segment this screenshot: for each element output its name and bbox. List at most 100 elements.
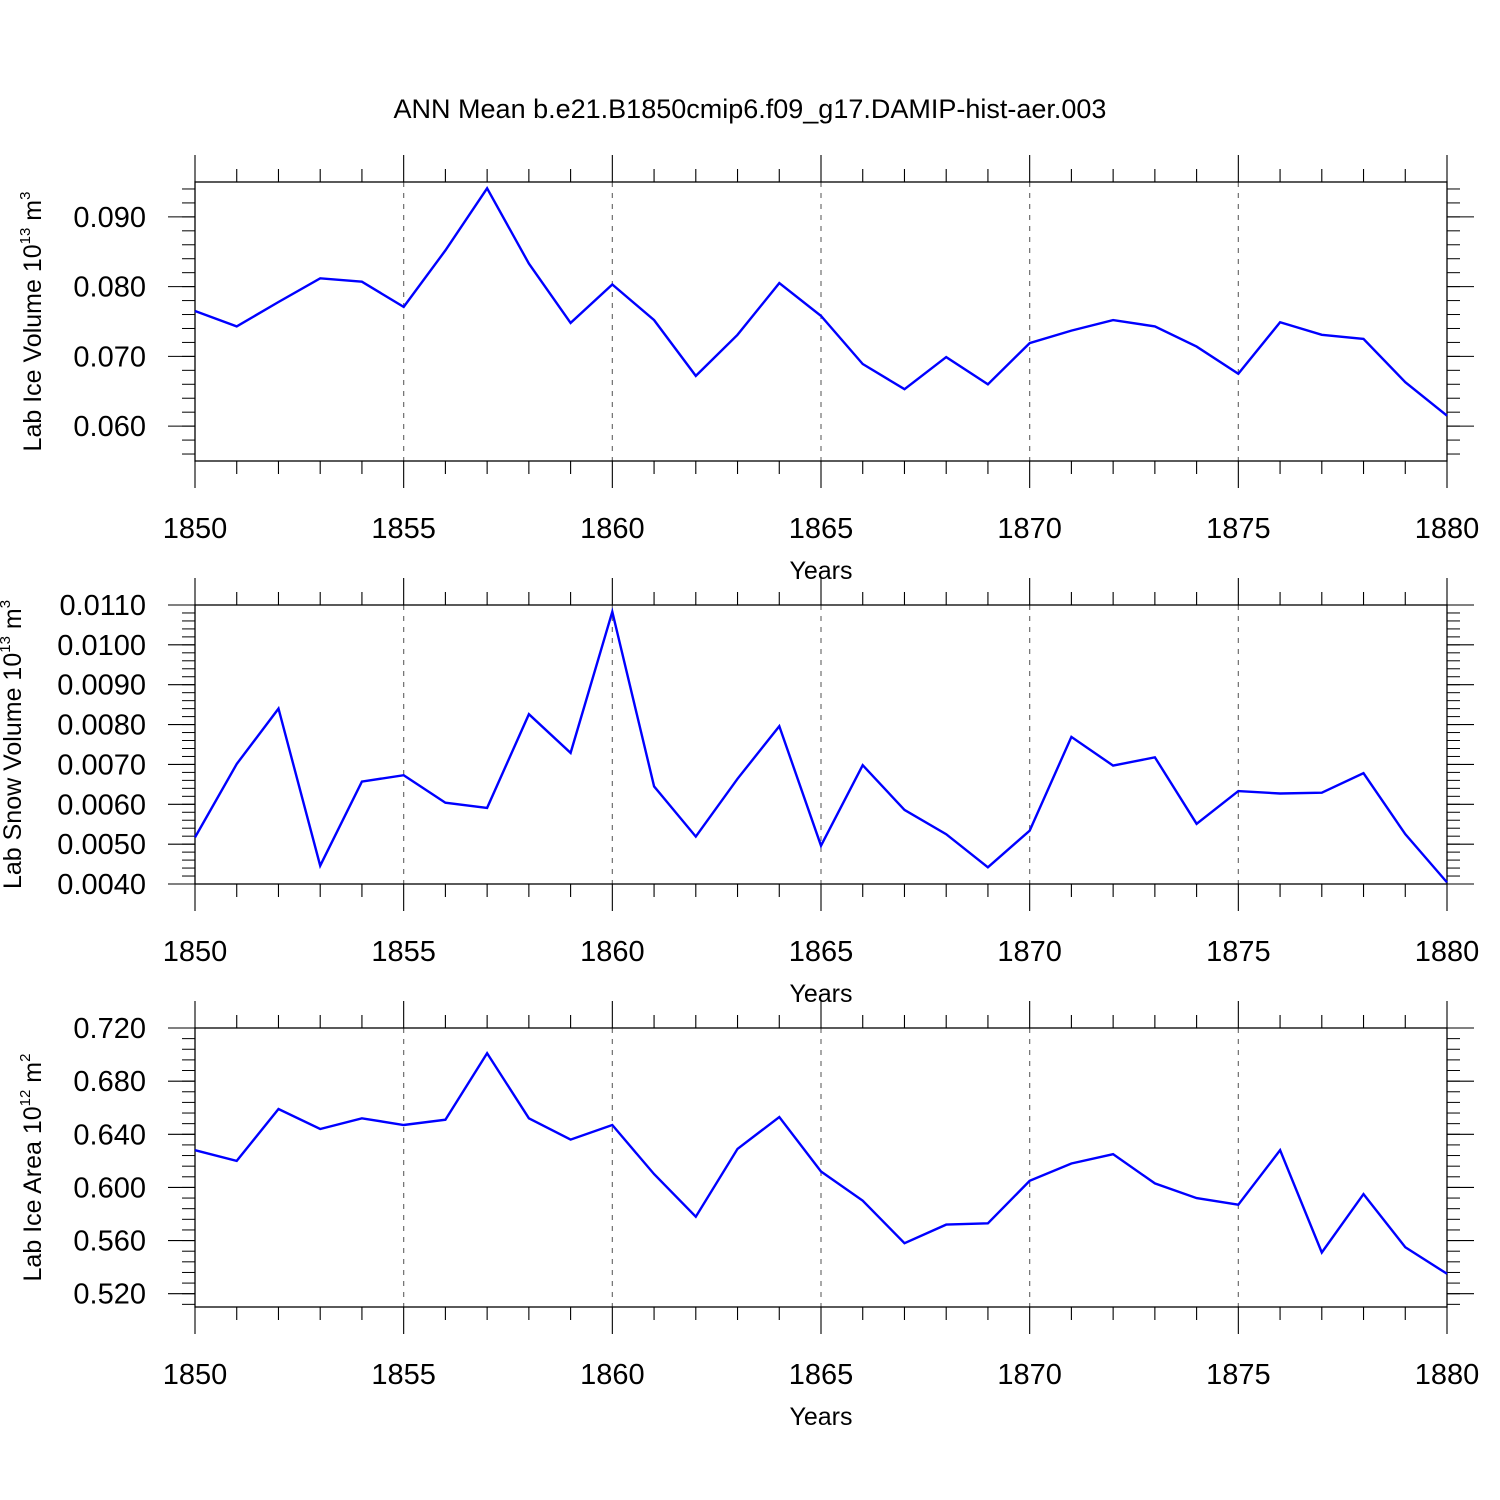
data-point xyxy=(1446,414,1448,416)
data-point xyxy=(736,334,738,336)
data-point xyxy=(569,322,571,324)
y-axis-label: Lab Snow Volume 1013 m3 xyxy=(0,600,27,889)
x-tick-label: 1870 xyxy=(997,1359,1062,1391)
y-tick-label: 0.600 xyxy=(73,1172,146,1204)
data-point xyxy=(319,277,321,279)
x-tick-label: 1865 xyxy=(789,1359,854,1391)
data-point xyxy=(862,363,864,365)
data-point xyxy=(1362,1193,1364,1195)
data-point xyxy=(778,282,780,284)
data-point xyxy=(1070,1162,1072,1164)
data-point xyxy=(1404,381,1406,383)
data-point xyxy=(1404,833,1406,835)
data-point xyxy=(1112,1153,1114,1155)
y-tick-label: 0.640 xyxy=(73,1119,146,1151)
data-point xyxy=(1070,736,1072,738)
data-point xyxy=(277,301,279,303)
data-point xyxy=(528,1117,530,1119)
x-tick-label: 1860 xyxy=(580,513,645,545)
data-point xyxy=(1237,790,1239,792)
data-point xyxy=(1362,772,1364,774)
data-point xyxy=(1195,1197,1197,1199)
data-point xyxy=(319,864,321,866)
x-tick-label: 1860 xyxy=(580,1359,645,1391)
x-tick-label: 1850 xyxy=(163,513,228,545)
data-point xyxy=(277,1108,279,1110)
y-tick-label: 0.0080 xyxy=(57,710,146,742)
x-tick-label: 1865 xyxy=(789,936,854,968)
data-point xyxy=(903,1242,905,1244)
x-tick-label: 1850 xyxy=(163,1359,228,1391)
data-point xyxy=(444,249,446,251)
data-point xyxy=(695,835,697,837)
data-point xyxy=(987,1222,989,1224)
data-point xyxy=(1028,342,1030,344)
y-tick-label: 0.0060 xyxy=(57,789,146,821)
data-point xyxy=(528,713,530,715)
data-point xyxy=(1154,1182,1156,1184)
y-tick-label: 0.680 xyxy=(73,1066,146,1098)
data-point xyxy=(653,785,655,787)
x-tick-label: 1875 xyxy=(1206,936,1271,968)
data-point xyxy=(1112,764,1114,766)
x-tick-label: 1860 xyxy=(580,936,645,968)
panel-2: 1850 1855 1860 1865 1870 1875 1880Years0.00400… xyxy=(0,578,1479,1008)
y-tick-label: 0.0100 xyxy=(57,630,146,662)
data-point xyxy=(1154,756,1156,758)
data-point xyxy=(236,1160,238,1162)
data-point xyxy=(569,1138,571,1140)
data-point xyxy=(444,1118,446,1120)
data-point xyxy=(194,836,196,838)
data-point xyxy=(402,306,404,308)
data-point xyxy=(778,1116,780,1118)
data-point xyxy=(1195,345,1197,347)
data-point xyxy=(1237,373,1239,375)
data-point xyxy=(945,356,947,358)
data-point xyxy=(611,611,613,613)
data-point xyxy=(194,310,196,312)
y-tick-label: 0.0050 xyxy=(57,829,146,861)
data-point xyxy=(903,388,905,390)
data-point xyxy=(1404,1246,1406,1248)
x-axis-label: Years xyxy=(789,1403,852,1431)
data-point xyxy=(987,866,989,868)
data-point xyxy=(820,315,822,317)
data-point xyxy=(1028,1180,1030,1182)
x-tick-label: 1875 xyxy=(1206,1359,1271,1391)
data-point xyxy=(1195,823,1197,825)
y-tick-label: 0.060 xyxy=(73,411,146,443)
data-point xyxy=(736,778,738,780)
data-point xyxy=(486,187,488,189)
data-point xyxy=(1028,829,1030,831)
data-point xyxy=(1070,329,1072,331)
data-point xyxy=(486,807,488,809)
y-tick-label: 0.0090 xyxy=(57,670,146,702)
y-tick-label: 0.520 xyxy=(73,1279,146,1311)
data-point xyxy=(486,1052,488,1054)
data-point xyxy=(945,1223,947,1225)
data-point xyxy=(1321,334,1323,336)
x-tick-label: 1875 xyxy=(1206,513,1271,545)
y-axis-label: Lab Ice Area 1012 m2 xyxy=(17,1054,47,1282)
data-point xyxy=(236,325,238,327)
panel-1: 1850 1855 1860 1865 1870 1875 1880Years0.0600.… xyxy=(17,155,1479,585)
data-point xyxy=(236,763,238,765)
y-tick-label: 0.080 xyxy=(73,272,146,304)
data-point xyxy=(277,707,279,709)
x-tick-label: 1880 xyxy=(1415,513,1480,545)
data-point xyxy=(1237,1204,1239,1206)
panels: 1850 1855 1860 1865 1870 1875 1880 Years 0.060 0.… xyxy=(0,155,1479,1431)
x-tick-label: 1870 xyxy=(997,513,1062,545)
y-tick-label: 0.560 xyxy=(73,1226,146,1258)
data-point xyxy=(945,833,947,835)
data-point xyxy=(1112,319,1114,321)
x-tick-label: 1855 xyxy=(371,513,436,545)
data-point xyxy=(611,1124,613,1126)
data-point xyxy=(194,1149,196,1151)
data-point xyxy=(695,375,697,377)
x-tick-label: 1880 xyxy=(1415,1359,1480,1391)
y-axis-label: Lab Ice Volume 1013 m3 xyxy=(17,192,47,452)
x-tick-label: 1855 xyxy=(371,1359,436,1391)
data-point xyxy=(1446,881,1448,883)
